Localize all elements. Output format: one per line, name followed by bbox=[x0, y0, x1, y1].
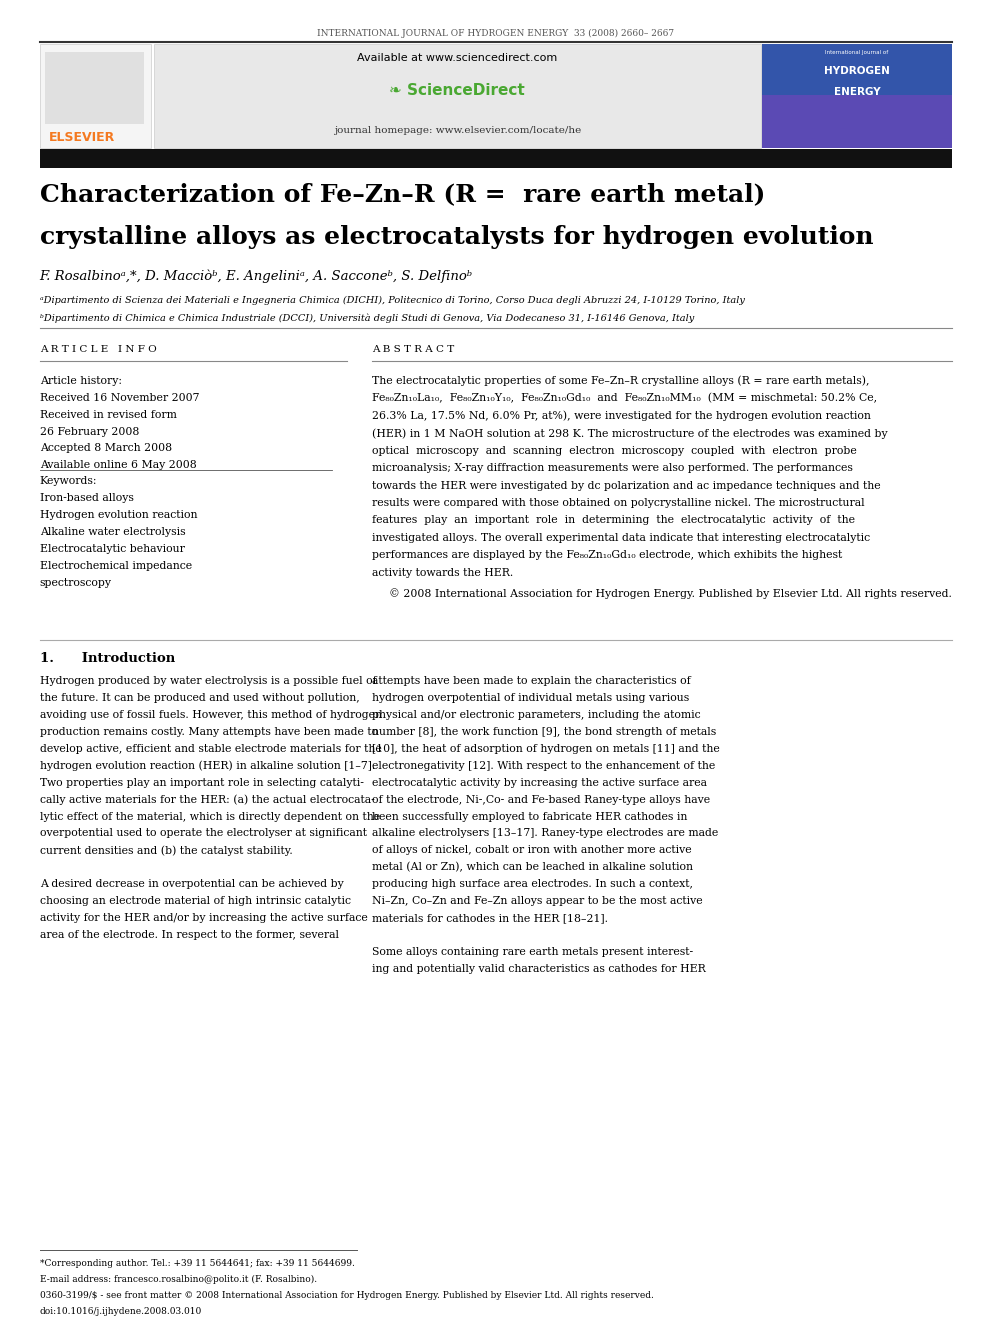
Text: physical and/or electronic parameters, including the atomic: physical and/or electronic parameters, i… bbox=[372, 710, 700, 720]
FancyBboxPatch shape bbox=[154, 44, 761, 148]
Text: HYDROGEN: HYDROGEN bbox=[824, 66, 890, 77]
Text: Ni–Zn, Co–Zn and Fe–Zn alloys appear to be the most active: Ni–Zn, Co–Zn and Fe–Zn alloys appear to … bbox=[372, 896, 702, 906]
FancyBboxPatch shape bbox=[762, 44, 952, 148]
Text: hydrogen evolution reaction (HER) in alkaline solution [1–7].: hydrogen evolution reaction (HER) in alk… bbox=[40, 761, 375, 771]
Text: crystalline alloys as electrocatalysts for hydrogen evolution: crystalline alloys as electrocatalysts f… bbox=[40, 225, 873, 249]
Text: towards the HER were investigated by dc polarization and ac impedance techniques: towards the HER were investigated by dc … bbox=[372, 480, 881, 491]
Text: attempts have been made to explain the characteristics of: attempts have been made to explain the c… bbox=[372, 676, 690, 687]
Text: Some alloys containing rare earth metals present interest-: Some alloys containing rare earth metals… bbox=[372, 947, 693, 957]
Text: ELSEVIER: ELSEVIER bbox=[49, 131, 115, 144]
Text: Two properties play an important role in selecting catalyti-: Two properties play an important role in… bbox=[40, 778, 363, 787]
Text: Hydrogen produced by water electrolysis is a possible fuel of: Hydrogen produced by water electrolysis … bbox=[40, 676, 376, 687]
Text: Alkaline water electrolysis: Alkaline water electrolysis bbox=[40, 527, 186, 537]
Text: activity for the HER and/or by increasing the active surface: activity for the HER and/or by increasin… bbox=[40, 913, 367, 923]
FancyBboxPatch shape bbox=[45, 52, 144, 124]
Text: ᵇDipartimento di Chimica e Chimica Industriale (DCCI), Università degli Studi di: ᵇDipartimento di Chimica e Chimica Indus… bbox=[40, 314, 694, 323]
Text: choosing an electrode material of high intrinsic catalytic: choosing an electrode material of high i… bbox=[40, 896, 351, 906]
Text: features  play  an  important  role  in  determining  the  electrocatalytic  act: features play an important role in deter… bbox=[372, 516, 855, 525]
Text: ᵃDipartimento di Scienza dei Materiali e Ingegneria Chimica (DICHI), Politecnico: ᵃDipartimento di Scienza dei Materiali e… bbox=[40, 296, 745, 306]
Text: 26.3% La, 17.5% Nd, 6.0% Pr, at%), were investigated for the hydrogen evolution : 26.3% La, 17.5% Nd, 6.0% Pr, at%), were … bbox=[372, 410, 871, 421]
Text: Fe₈₀Zn₁₀La₁₀,  Fe₈₀Zn₁₀Y₁₀,  Fe₈₀Zn₁₀Gd₁₀  and  Fe₈₀Zn₁₀MM₁₀  (MM = mischmetal: : Fe₈₀Zn₁₀La₁₀, Fe₈₀Zn₁₀Y₁₀, Fe₈₀Zn₁₀Gd₁₀ … bbox=[372, 393, 877, 404]
Text: A R T I C L E   I N F O: A R T I C L E I N F O bbox=[40, 345, 157, 355]
Text: Electrocatalytic behaviour: Electrocatalytic behaviour bbox=[40, 544, 185, 554]
Text: 0360-3199/$ - see front matter © 2008 International Association for Hydrogen Ene: 0360-3199/$ - see front matter © 2008 In… bbox=[40, 1291, 654, 1301]
Text: producing high surface area electrodes. In such a context,: producing high surface area electrodes. … bbox=[372, 880, 693, 889]
Text: (HER) in 1 M NaOH solution at 298 K. The microstructure of the electrodes was ex: (HER) in 1 M NaOH solution at 298 K. The… bbox=[372, 429, 888, 439]
Text: A desired decrease in overpotential can be achieved by: A desired decrease in overpotential can … bbox=[40, 880, 343, 889]
Text: F. Rosalbinoᵃ,*, D. Macciòᵇ, E. Angeliniᵃ, A. Sacconeᵇ, S. Delfinoᵇ: F. Rosalbinoᵃ,*, D. Macciòᵇ, E. Angelini… bbox=[40, 270, 473, 283]
Text: materials for cathodes in the HER [18–21].: materials for cathodes in the HER [18–21… bbox=[372, 913, 608, 923]
Text: Hydrogen evolution reaction: Hydrogen evolution reaction bbox=[40, 511, 197, 520]
Text: production remains costly. Many attempts have been made to: production remains costly. Many attempts… bbox=[40, 726, 378, 737]
Text: microanalysis; X-ray diffraction measurements were also performed. The performan: microanalysis; X-ray diffraction measure… bbox=[372, 463, 853, 474]
Text: spectroscopy: spectroscopy bbox=[40, 578, 112, 587]
Text: journal homepage: www.elsevier.com/locate/he: journal homepage: www.elsevier.com/locat… bbox=[333, 126, 581, 135]
Text: develop active, efficient and stable electrode materials for the: develop active, efficient and stable ele… bbox=[40, 744, 382, 754]
Text: 1.      Introduction: 1. Introduction bbox=[40, 652, 175, 665]
Text: of the electrode, Ni-,Co- and Fe-based Raney-type alloys have: of the electrode, Ni-,Co- and Fe-based R… bbox=[372, 795, 710, 804]
Text: alkaline electrolysers [13–17]. Raney-type electrodes are made: alkaline electrolysers [13–17]. Raney-ty… bbox=[372, 828, 718, 839]
Text: the future. It can be produced and used without pollution,: the future. It can be produced and used … bbox=[40, 693, 359, 703]
Text: of alloys of nickel, cobalt or iron with another more active: of alloys of nickel, cobalt or iron with… bbox=[372, 845, 691, 856]
Text: Characterization of Fe–Zn–R (R =  rare earth metal): Characterization of Fe–Zn–R (R = rare ea… bbox=[40, 183, 765, 206]
Text: *Corresponding author. Tel.: +39 11 5644641; fax: +39 11 5644699.: *Corresponding author. Tel.: +39 11 5644… bbox=[40, 1259, 354, 1269]
Text: electronegativity [12]. With respect to the enhancement of the: electronegativity [12]. With respect to … bbox=[372, 761, 715, 771]
Text: avoiding use of fossil fuels. However, this method of hydrogen: avoiding use of fossil fuels. However, t… bbox=[40, 710, 382, 720]
Text: lytic effect of the material, which is directly dependent on the: lytic effect of the material, which is d… bbox=[40, 811, 380, 822]
Text: © 2008 International Association for Hydrogen Energy. Published by Elsevier Ltd.: © 2008 International Association for Hyd… bbox=[390, 587, 952, 599]
FancyBboxPatch shape bbox=[40, 149, 952, 168]
Text: Electrochemical impedance: Electrochemical impedance bbox=[40, 561, 191, 572]
Text: [10], the heat of adsorption of hydrogen on metals [11] and the: [10], the heat of adsorption of hydrogen… bbox=[372, 744, 720, 754]
Text: Accepted 8 March 2008: Accepted 8 March 2008 bbox=[40, 443, 172, 454]
Text: International Journal of: International Journal of bbox=[825, 50, 889, 56]
Text: number [8], the work function [9], the bond strength of metals: number [8], the work function [9], the b… bbox=[372, 726, 716, 737]
Text: Received 16 November 2007: Received 16 November 2007 bbox=[40, 393, 199, 402]
Text: optical  microscopy  and  scanning  electron  microscopy  coupled  with  electro: optical microscopy and scanning electron… bbox=[372, 446, 857, 455]
Text: cally active materials for the HER: (a) the actual electrocata-: cally active materials for the HER: (a) … bbox=[40, 795, 374, 806]
Text: 26 February 2008: 26 February 2008 bbox=[40, 426, 139, 437]
Text: results were compared with those obtained on polycrystalline nickel. The microst: results were compared with those obtaine… bbox=[372, 497, 865, 508]
Text: investigated alloys. The overall experimental data indicate that interesting ele: investigated alloys. The overall experim… bbox=[372, 533, 870, 542]
Text: overpotential used to operate the electrolyser at significant: overpotential used to operate the electr… bbox=[40, 828, 367, 839]
Text: hydrogen overpotential of individual metals using various: hydrogen overpotential of individual met… bbox=[372, 693, 689, 703]
Text: The electrocatalytic properties of some Fe–Zn–R crystalline alloys (R = rare ear: The electrocatalytic properties of some … bbox=[372, 376, 870, 386]
Text: current densities and (b) the catalyst stability.: current densities and (b) the catalyst s… bbox=[40, 845, 293, 856]
Text: performances are displayed by the Fe₈₀Zn₁₀Gd₁₀ electrode, which exhibits the hig: performances are displayed by the Fe₈₀Zn… bbox=[372, 550, 842, 561]
Text: doi:10.1016/j.ijhydene.2008.03.010: doi:10.1016/j.ijhydene.2008.03.010 bbox=[40, 1307, 202, 1316]
FancyBboxPatch shape bbox=[762, 95, 952, 148]
FancyBboxPatch shape bbox=[40, 44, 151, 148]
Text: area of the electrode. In respect to the former, several: area of the electrode. In respect to the… bbox=[40, 930, 338, 941]
Text: A B S T R A C T: A B S T R A C T bbox=[372, 345, 454, 355]
Text: electrocatalytic activity by increasing the active surface area: electrocatalytic activity by increasing … bbox=[372, 778, 707, 787]
Text: ❧ ScienceDirect: ❧ ScienceDirect bbox=[390, 83, 525, 98]
Text: been successfully employed to fabricate HER cathodes in: been successfully employed to fabricate … bbox=[372, 811, 687, 822]
Text: E-mail address: francesco.rosalbino@polito.it (F. Rosalbino).: E-mail address: francesco.rosalbino@poli… bbox=[40, 1275, 316, 1285]
Text: Available online 6 May 2008: Available online 6 May 2008 bbox=[40, 460, 196, 471]
Text: INTERNATIONAL JOURNAL OF HYDROGEN ENERGY  33 (2008) 2660– 2667: INTERNATIONAL JOURNAL OF HYDROGEN ENERGY… bbox=[317, 29, 675, 38]
Text: Article history:: Article history: bbox=[40, 376, 122, 386]
Text: Available at www.sciencedirect.com: Available at www.sciencedirect.com bbox=[357, 53, 558, 64]
Text: ENERGY: ENERGY bbox=[833, 87, 881, 98]
Text: ing and potentially valid characteristics as cathodes for HER: ing and potentially valid characteristic… bbox=[372, 964, 705, 974]
Text: Keywords:: Keywords: bbox=[40, 476, 97, 487]
Text: Iron-based alloys: Iron-based alloys bbox=[40, 493, 134, 503]
Text: metal (Al or Zn), which can be leached in alkaline solution: metal (Al or Zn), which can be leached i… bbox=[372, 863, 693, 873]
Text: activity towards the HER.: activity towards the HER. bbox=[372, 568, 513, 578]
Text: Received in revised form: Received in revised form bbox=[40, 410, 177, 419]
